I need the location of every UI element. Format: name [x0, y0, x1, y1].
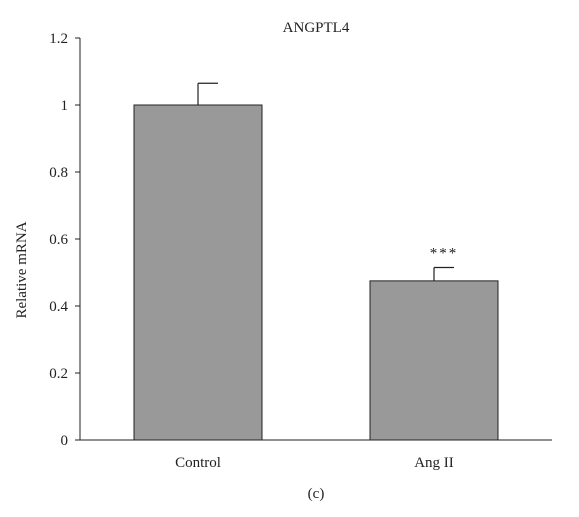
x-axis-labels: Control Ang II [175, 455, 454, 471]
x-category-label: Control [175, 455, 221, 471]
bar-ang-ii [369, 280, 499, 441]
panel-label: (c) [308, 486, 325, 502]
error-bars-layer [197, 82, 454, 281]
y-axis-ticks: 0 0.2 0.4 0.6 0.8 1 1.2 [49, 31, 80, 449]
y-tick-label: 1.2 [49, 31, 68, 47]
bar-control [133, 104, 263, 441]
chart-title: ANGPTL4 [283, 20, 350, 36]
y-axis-title: Relative mRNA [14, 221, 30, 318]
y-tick-label: 0 [61, 433, 69, 449]
bars-layer [133, 104, 499, 441]
y-tick-label: 1 [61, 98, 69, 114]
y-tick-label: 0.2 [49, 366, 68, 382]
y-tick-label: 0.8 [49, 165, 68, 181]
annotations-layer: *** [430, 245, 459, 261]
significance-annotation: *** [430, 245, 459, 261]
y-tick-label: 0.4 [49, 299, 68, 315]
y-tick-label: 0.6 [49, 232, 68, 248]
x-category-label: Ang II [414, 455, 454, 471]
